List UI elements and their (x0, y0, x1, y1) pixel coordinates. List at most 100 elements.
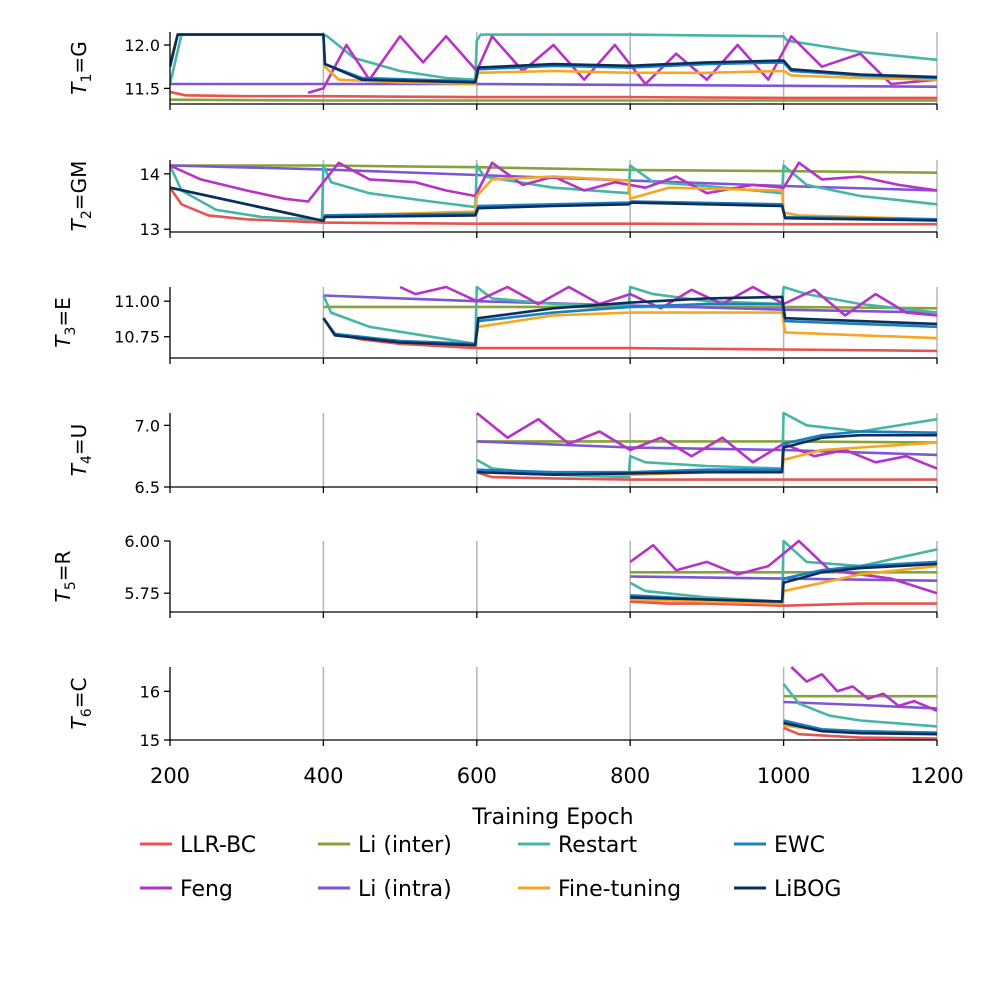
panel-label-sub: 5 (63, 581, 79, 590)
y-tick-label: 11.00 (114, 292, 160, 311)
legend: LLR-BC Feng Li (inter) Li (intra) Restart Fin… (140, 833, 841, 902)
series-line-libog (170, 33, 937, 84)
series-line-llrbc (630, 600, 937, 607)
panels-layer: 11.512.0T1=G1314T2=GM10.7511.00T3=E6.57.… (51, 32, 938, 750)
panel-label-task: =R (51, 551, 75, 582)
panel-label-t: T (51, 588, 75, 602)
y-tick-label: 6.00 (124, 532, 160, 551)
series-group (170, 161, 937, 226)
series-line-li_inter (476, 440, 937, 444)
x-tick-label: 400 (303, 764, 343, 788)
series-line-llrbc (170, 90, 937, 100)
series-group (475, 411, 937, 481)
series-line-feng (399, 285, 937, 317)
legend-label: LLR-BC (180, 833, 256, 858)
panel-label-task: =U (67, 424, 91, 455)
legend-label: Fine-tuning (558, 877, 681, 902)
series-line-libog (630, 562, 937, 603)
legend-item-restart: Restart (518, 833, 637, 858)
panel-label: T6=C (67, 678, 95, 730)
panel-4: 6.5 7.0 T4=U (67, 411, 938, 497)
legend-label: EWC (774, 833, 825, 858)
series-line-llrbc (170, 186, 937, 226)
series-line-feng (629, 539, 937, 595)
panel-label-sub: 3 (63, 327, 79, 336)
series-group (170, 33, 937, 102)
series-line-feng (790, 666, 937, 712)
panel-label: T1=G (67, 41, 95, 94)
legend-label: Li (inter) (358, 833, 452, 858)
panel-label-task: =C (67, 678, 91, 709)
panel-label-task: =E (51, 297, 75, 326)
panel-label-t: T (51, 334, 75, 348)
panel-label-t: T (67, 217, 91, 231)
series-line-restart (170, 164, 937, 222)
y-tick-label: 13 (140, 220, 160, 239)
x-axis-label: Training Epoch (471, 805, 633, 830)
x-tick-label: 600 (457, 764, 497, 788)
series-line-finetune (170, 33, 937, 86)
panel-6: 15 16 T6=C (67, 666, 938, 750)
legend-label: LiBOG (774, 877, 841, 902)
panel-label-t: T (67, 81, 91, 95)
legend-label: Li (intra) (358, 877, 452, 902)
y-tick-label: 10.75 (114, 328, 160, 347)
y-tick-label: 14 (140, 165, 160, 184)
series-line-feng (475, 411, 937, 470)
panel-2: 13 14 T2=GM (67, 160, 938, 239)
series-line-li_intra (476, 440, 937, 457)
panel-label-t: T (67, 462, 91, 476)
legend-item-ewc: EWC (734, 833, 825, 858)
panel-label: T2=GM (67, 161, 95, 232)
series-line-restart (322, 285, 937, 346)
panel-3: 10.75 11.00 T3=E (51, 285, 938, 364)
legend-item-finetune: Fine-tuning (518, 877, 681, 902)
panel-label-task: =GM (67, 161, 91, 211)
legend-item-li_inter: Li (inter) (318, 833, 452, 858)
series-group (322, 285, 937, 353)
legend-item-li_intra: Li (intra) (318, 877, 452, 902)
series-line-libog (783, 721, 937, 736)
panel-5: 5.75 6.00 T5=R (51, 532, 938, 618)
y-tick-label: 15 (140, 731, 160, 750)
y-tick-label: 11.5 (124, 79, 160, 98)
panel-label-sub: 4 (79, 455, 95, 464)
x-axis-ticks: 200 400 600 800 1000 1200 (150, 764, 964, 788)
y-tick-label: 6.5 (135, 478, 160, 497)
y-tick-label: 12.0 (124, 36, 160, 55)
series-line-li_inter (170, 98, 937, 102)
panel-label-t: T (67, 715, 91, 729)
panel-label: T3=E (51, 297, 79, 348)
panel-label: T5=R (51, 551, 79, 603)
y-tick-label: 16 (140, 682, 160, 701)
legend-label: Feng (180, 877, 233, 902)
legend-item-feng: Feng (140, 877, 233, 902)
y-tick-label: 7.0 (135, 416, 160, 435)
series-line-libog (322, 295, 937, 347)
series-line-restart (629, 539, 937, 603)
series-line-restart (782, 683, 937, 728)
series-line-llrbc (783, 726, 937, 740)
series-line-li_intra (323, 294, 937, 314)
series-line-libog (476, 433, 937, 476)
series-line-li_intra (170, 82, 937, 88)
panel-1: 11.5 12.0 T1=G (67, 32, 938, 110)
x-tick-label: 200 (150, 764, 190, 788)
panel-label-sub: 2 (79, 210, 95, 219)
series-line-li_intra (783, 700, 937, 710)
x-tick-label: 1200 (910, 764, 963, 788)
series-line-ewc (170, 33, 937, 83)
panel-label-sub: 1 (79, 74, 95, 83)
series-group (782, 666, 937, 740)
panel-label-task: =G (67, 41, 91, 73)
series-line-llrbc (476, 470, 937, 481)
series-line-ewc (783, 719, 937, 734)
legend-label: Restart (558, 833, 637, 858)
x-tick-label: 800 (610, 764, 650, 788)
panel-label: T4=U (67, 424, 95, 477)
series-line-ewc (322, 302, 937, 346)
legend-item-libog: LiBOG (734, 877, 841, 902)
y-tick-label: 5.75 (124, 584, 160, 603)
x-tick-label: 1000 (757, 764, 810, 788)
